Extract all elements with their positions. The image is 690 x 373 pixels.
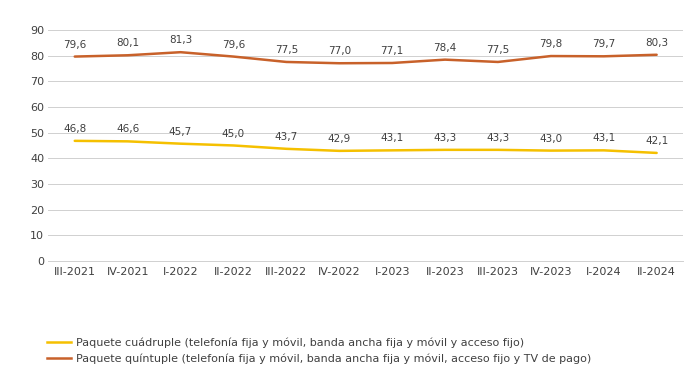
Text: 77,0: 77,0	[328, 46, 351, 56]
Text: 43,7: 43,7	[275, 132, 298, 142]
Text: 43,0: 43,0	[540, 134, 562, 144]
Text: 43,1: 43,1	[592, 134, 615, 143]
Text: 43,1: 43,1	[380, 134, 404, 143]
Text: 43,3: 43,3	[486, 133, 510, 143]
Text: 80,3: 80,3	[645, 38, 668, 48]
Text: 80,1: 80,1	[116, 38, 139, 48]
Text: 78,4: 78,4	[433, 43, 457, 53]
Text: 79,8: 79,8	[539, 39, 562, 49]
Text: 79,7: 79,7	[592, 40, 615, 49]
Text: 45,0: 45,0	[222, 129, 245, 138]
Legend: Paquete cuádruple (telefonía fija y móvil, banda ancha fija y móvil y acceso fij: Paquete cuádruple (telefonía fija y móvi…	[47, 337, 591, 364]
Text: 45,7: 45,7	[169, 127, 193, 137]
Text: 81,3: 81,3	[169, 35, 193, 45]
Text: 79,6: 79,6	[221, 40, 245, 50]
Text: 42,9: 42,9	[328, 134, 351, 144]
Text: 43,3: 43,3	[433, 133, 457, 143]
Text: 79,6: 79,6	[63, 40, 86, 50]
Text: 77,5: 77,5	[486, 45, 510, 55]
Text: 77,5: 77,5	[275, 45, 298, 55]
Text: 46,8: 46,8	[63, 124, 86, 134]
Text: 46,6: 46,6	[116, 125, 139, 134]
Text: 42,1: 42,1	[645, 136, 669, 146]
Text: 77,1: 77,1	[380, 46, 404, 56]
